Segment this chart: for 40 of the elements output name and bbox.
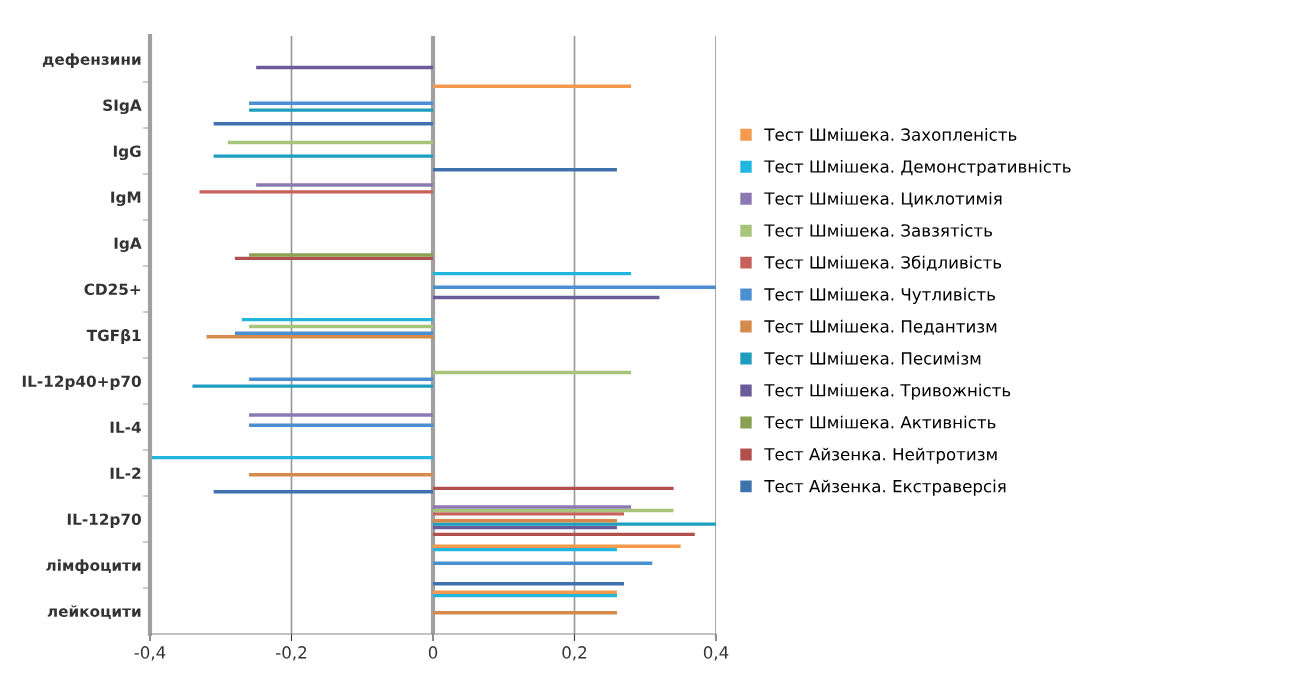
- x-tick-label: 0,4: [703, 646, 729, 661]
- y-tick-label: IL-12p40+p70: [22, 375, 141, 390]
- legend-label: Тест Шмішека. Демонстративність: [764, 159, 1071, 177]
- legend-label: Тест Шмішека. Тривожність: [764, 383, 1011, 400]
- y-tick-label: IL-12p70: [67, 513, 141, 528]
- y-tick-label: дефензини: [42, 53, 141, 68]
- legend-label: Тест Шмішека. Завзятість: [764, 223, 992, 237]
- legend-label: Тест Шмішека. Захопленість: [764, 127, 1017, 141]
- y-tick-label: IL-2: [110, 467, 141, 479]
- bar: [192, 384, 433, 388]
- y-tick-label: SIgA: [103, 99, 142, 115]
- y-tick-label: IgM: [111, 191, 141, 207]
- bar: [433, 505, 632, 509]
- legend-label: Тест Шмішека. Циклотимія: [764, 191, 1002, 208]
- legend-label: Тест Шмішека. Активність: [764, 415, 996, 429]
- bar: [256, 183, 433, 187]
- bar: [433, 522, 716, 526]
- bar: [249, 253, 433, 257]
- legend-label: Тест Айзенка. Нейтротизм: [764, 447, 997, 464]
- bar: [199, 190, 433, 194]
- y-tick-label: IgG: [113, 145, 141, 161]
- x-tick-label: 0: [428, 646, 438, 659]
- bar: [213, 154, 433, 158]
- x-tick-label: -0,4: [134, 646, 166, 661]
- legend-label: Тест Шмішека. Чутливість: [764, 287, 995, 304]
- y-tick-label: TGFβ1: [86, 329, 141, 345]
- x-tick-label: -0,2: [276, 646, 307, 661]
- y-tick-label: IL-4: [110, 421, 141, 433]
- x-tick-label: 0,2: [562, 646, 587, 661]
- y-tick-label: CD25+: [84, 283, 141, 296]
- y-tick-label: лімфоцити: [46, 559, 141, 574]
- legend-label: Тест Шмішека. Збідливість: [764, 255, 1002, 271]
- y-tick-label: лейкоцити: [47, 605, 141, 619]
- legend-label: Тест Шмішека. Песимізм: [764, 351, 981, 365]
- legend-label: Тест Айзенка. Екстраверсія: [764, 479, 1006, 496]
- bar: [433, 512, 625, 516]
- legend-label: Тест Шмішека. Педантизм: [764, 319, 997, 335]
- bar: [249, 108, 433, 112]
- bar: [249, 413, 433, 417]
- y-tick-label: IgA: [114, 237, 142, 253]
